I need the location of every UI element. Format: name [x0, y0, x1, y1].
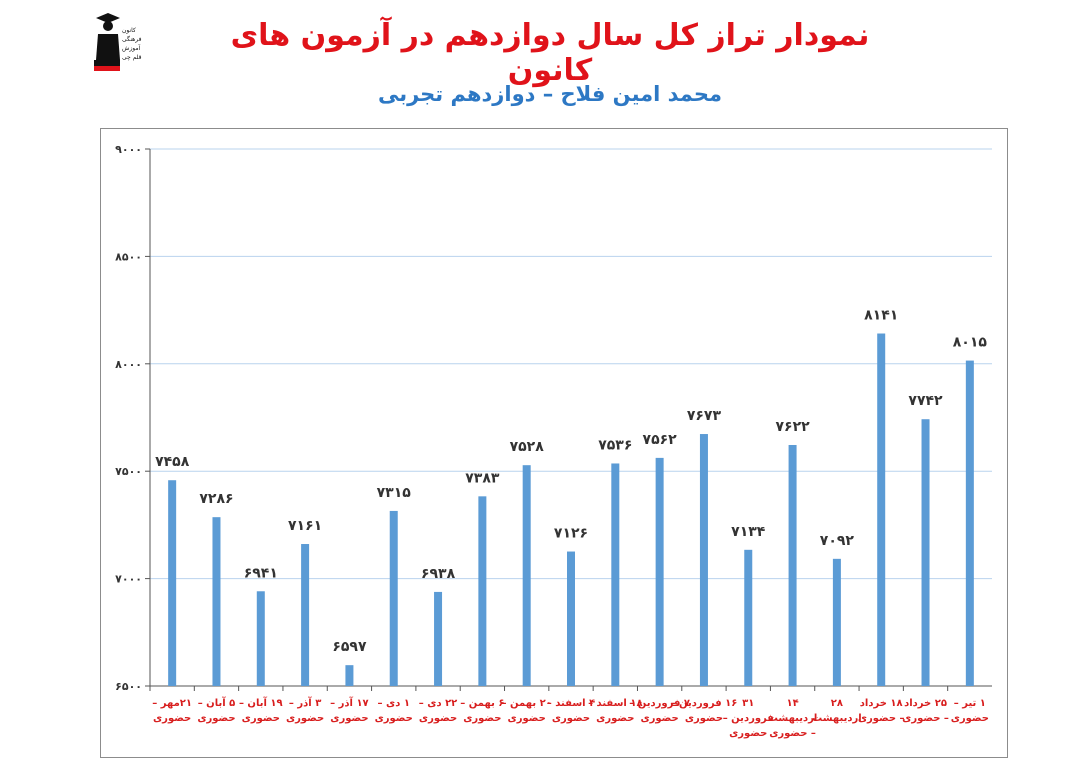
- data-label: ۷۲۸۶: [199, 491, 233, 507]
- logo-text-4: قلم چی: [122, 54, 142, 61]
- x-tick-label: حضوری: [375, 713, 413, 724]
- x-tick-label: ۲۸: [831, 698, 843, 709]
- x-tick-label: حضوری: [729, 728, 767, 739]
- x-tick-label: ۳ آذر –: [289, 696, 321, 709]
- bar: [256, 591, 265, 686]
- data-label: ۷۳۸۳: [465, 470, 500, 486]
- x-tick-label: فروردین –: [723, 713, 774, 724]
- x-tick-label: حضوری: [463, 713, 501, 724]
- bar: [832, 558, 841, 686]
- y-tick-label: ۹۰۰۰: [115, 143, 142, 156]
- kanoon-logo: کانون فرهنگی آموزش قلم چی: [92, 10, 142, 72]
- bar: [301, 544, 310, 686]
- x-tick-label: حضوری: [153, 713, 191, 724]
- bar: [345, 665, 354, 686]
- data-label: ۷۳۱۵: [377, 485, 412, 501]
- data-label: ۷۶۷۳: [687, 408, 722, 424]
- x-tick-label: ۶ بهمن –: [460, 698, 504, 709]
- x-tick-label: حضوری: [596, 713, 634, 724]
- data-label: ۷۱۲۶: [554, 526, 588, 542]
- bar: [655, 457, 664, 686]
- bar: [744, 549, 753, 686]
- x-tick-label: ۱۹ آبان –: [239, 696, 283, 709]
- data-label: ۷۱۳۴: [731, 524, 766, 540]
- x-tick-label: ۴ اسفند –: [547, 698, 595, 709]
- x-tick-label: ۲۲ دی –: [419, 698, 457, 709]
- x-tick-label: ۱ دی –: [378, 698, 410, 709]
- x-tick-label: – حضوری: [902, 713, 949, 724]
- x-tick-label: ۱ تیر –: [954, 698, 986, 709]
- x-tick-label: ۱۴: [786, 698, 798, 709]
- data-label: ۶۵۹۷: [332, 639, 367, 655]
- bar: [611, 463, 620, 686]
- x-tick-label: ۲۱مهر –: [152, 698, 192, 709]
- x-tick-label: ۱۷ آذر –: [330, 696, 369, 709]
- bar: [434, 591, 443, 686]
- page-title: نمودار تراز کل سال دوازدهم در آزمون های …: [230, 18, 870, 88]
- x-tick-label: حضوری: [552, 713, 590, 724]
- bar: [965, 360, 974, 686]
- data-label: ۶۹۳۸: [421, 566, 456, 582]
- x-tick-label: حضوری: [286, 713, 324, 724]
- y-tick-label: ۶۵۰۰: [115, 680, 142, 693]
- page-subtitle: محمد امین فلاح – دوازدهم تجربی: [377, 82, 723, 106]
- bar: [212, 517, 221, 686]
- x-tick-label: ۷ فروردین –: [629, 698, 690, 709]
- bar: [699, 434, 708, 686]
- x-tick-label: حضوری: [242, 713, 280, 724]
- x-tick-label: حضوری: [640, 713, 678, 724]
- bar: [522, 465, 531, 686]
- x-tick-label: ۳۱: [742, 698, 754, 709]
- x-tick-label: اردیبهشت: [768, 713, 818, 724]
- data-label: ۷۵۲۸: [510, 439, 545, 455]
- data-label: ۷۷۴۲: [908, 393, 943, 409]
- data-label: ۷۴۵۸: [155, 454, 190, 470]
- data-label: ۷۶۲۲: [775, 419, 810, 435]
- x-tick-label: حضوری: [951, 713, 989, 724]
- data-label: ۸۰۱۵: [953, 335, 988, 351]
- x-tick-label: ۱۶ فروردین –: [671, 698, 738, 709]
- bar: [877, 333, 886, 686]
- x-tick-label: – حضوری: [858, 713, 905, 724]
- data-label: ۶۹۴۱: [244, 565, 278, 581]
- x-tick-label: حضوری: [330, 713, 368, 724]
- x-tick-label: اردیبهشت: [812, 713, 862, 724]
- x-tick-label: ۲۰ بهمن –: [502, 698, 552, 709]
- x-tick-label: ۲۵ خرداد: [904, 698, 947, 709]
- logo-text-1: کانون: [122, 27, 136, 34]
- x-tick-label: ۱۸ اسفند –: [588, 698, 643, 709]
- data-label: ۷۰۹۲: [820, 533, 855, 549]
- data-label: ۷۱۶۱: [288, 518, 322, 534]
- logo-text-3: آموزش: [122, 43, 141, 52]
- x-tick-label: حضوری: [197, 713, 235, 724]
- data-label: ۷۵۳۶: [598, 437, 632, 453]
- y-tick-label: ۷۵۰۰: [115, 465, 142, 478]
- x-tick-label: ۱۸ خرداد: [860, 698, 903, 709]
- logo-text-2: فرهنگی: [122, 35, 142, 43]
- x-tick-label: حضوری: [419, 713, 457, 724]
- bar: [389, 510, 398, 686]
- y-tick-label: ۷۰۰۰: [115, 573, 142, 586]
- x-tick-label: ۵ آبان –: [198, 696, 236, 709]
- x-tick-label: حضوری: [508, 713, 546, 724]
- x-tick-label: – حضوری: [769, 728, 816, 739]
- chart-frame: [100, 128, 1008, 758]
- bar: [478, 496, 487, 686]
- bar: [168, 480, 177, 686]
- y-tick-label: ۸۰۰۰: [115, 358, 142, 371]
- data-label: ۸۱۴۱: [864, 308, 898, 324]
- x-tick-label: حضوری: [685, 713, 723, 724]
- data-label: ۷۵۶۲: [643, 432, 678, 448]
- y-tick-label: ۸۵۰۰: [115, 250, 142, 263]
- bar: [788, 444, 797, 686]
- bar: [921, 419, 930, 686]
- bar: [567, 551, 575, 686]
